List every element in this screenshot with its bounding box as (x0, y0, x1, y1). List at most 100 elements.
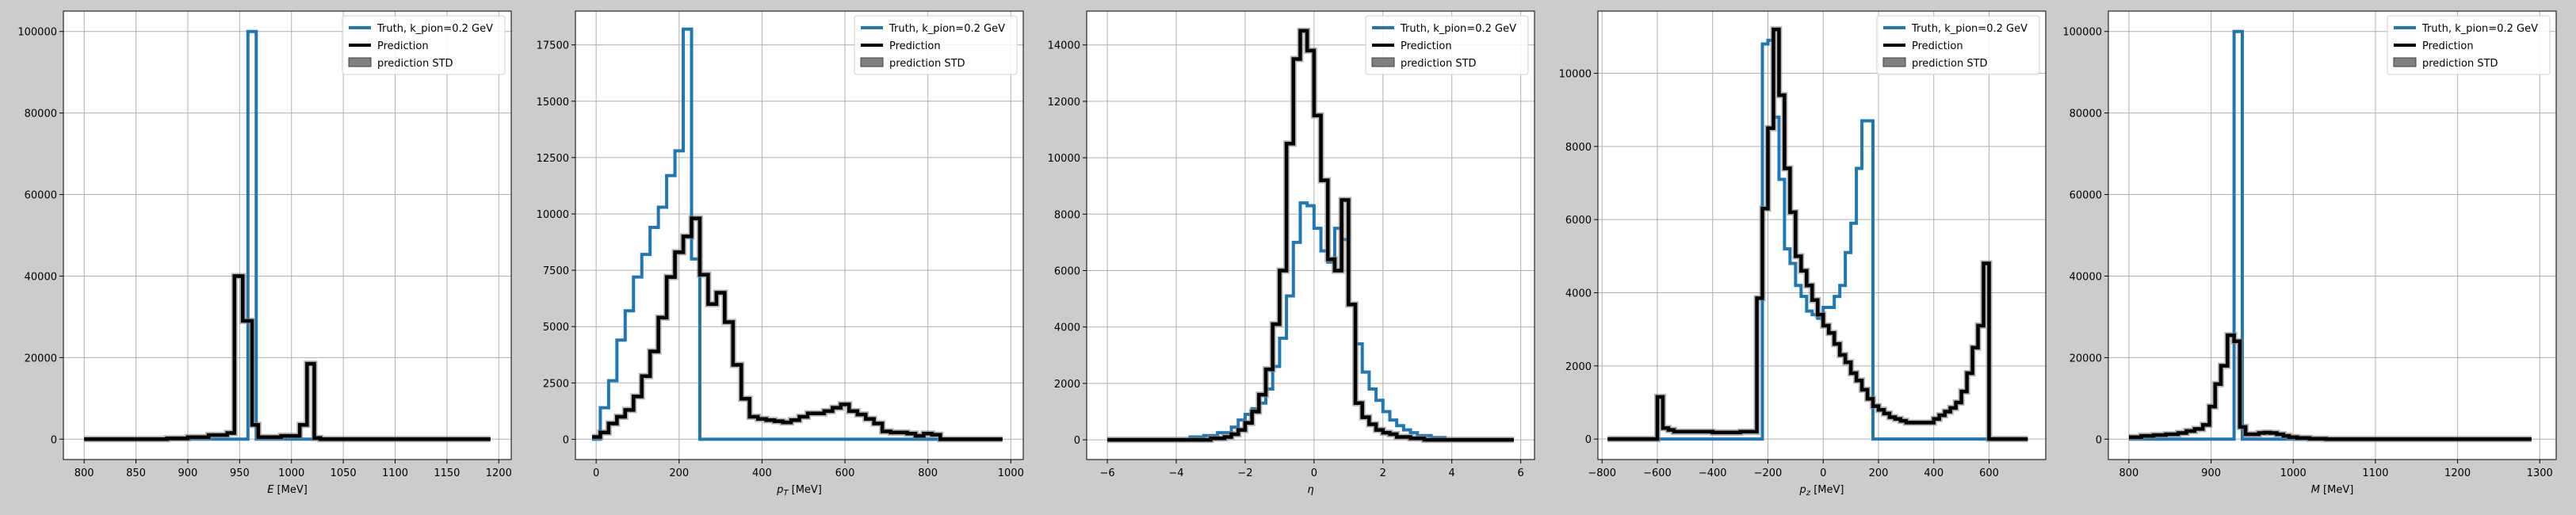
y-tick-label: 4000 (1054, 322, 1080, 334)
legend: Truth, k_pion=0.2 GeV Prediction predictio… (1876, 15, 2040, 75)
x-tick-label: 800 (75, 467, 94, 479)
y-tick-label: 5000 (543, 322, 569, 334)
y-tick-label: 12500 (537, 153, 569, 165)
y-tick-label: 40000 (2070, 271, 2102, 283)
legend-entry-label: Truth, k_pion=0.2 GeV (889, 23, 1005, 35)
legend: Truth, k_pion=0.2 GeV Prediction predictio… (854, 15, 1018, 75)
y-tick-label: 6000 (1054, 265, 1080, 277)
legend-entry-label: prediction STD (377, 58, 453, 70)
x-tick-label: −6 (1099, 467, 1114, 479)
legend: Truth, k_pion=0.2 GeV Prediction predictio… (342, 15, 506, 75)
y-tick-label: 14000 (1048, 40, 1080, 52)
y-tick-label: 8000 (1054, 209, 1080, 221)
y-tick-label: 4000 (1565, 288, 1592, 299)
chart-panel-3: −6 −4 −2 0 2 4 6 0 2000 4000 6000 8000 10000 12000 140… (1048, 10, 1535, 496)
chart-panel-2: 0 200 400 600 800 100002500500075001000012500… (537, 10, 1024, 498)
x-tick-label: 800 (918, 467, 938, 479)
legend-box (854, 15, 1018, 75)
axes-frame (1086, 10, 1535, 460)
x-tick-label: −4 (1168, 467, 1183, 479)
x-tick-label: 200 (1869, 467, 1889, 479)
x-tick-label: −600 (1643, 467, 1672, 479)
x-tick-label: 1000 (998, 467, 1024, 479)
prediction-histogram-line (591, 216, 1003, 441)
legend: Truth, k_pion=0.2 GeV Prediction predictio… (1365, 15, 1529, 75)
y-tick-label: 2000 (1565, 361, 1592, 373)
legend-entry-label: Prediction (377, 40, 429, 52)
legend-box (1365, 15, 1529, 75)
y-tick-label: 10000 (537, 209, 569, 221)
x-tick-label: 0 (1311, 467, 1317, 479)
y-tick-label: 8000 (1565, 142, 1592, 154)
prediction-histogram-line (1607, 27, 2028, 441)
x-tick-label: 0 (593, 467, 599, 479)
axes-frame (1597, 10, 2047, 460)
x-tick-label: 1050 (331, 467, 357, 479)
y-tick-label: 2000 (1054, 379, 1080, 391)
x-tick-label: 1150 (434, 467, 460, 479)
x-tick-label: 1000 (278, 467, 304, 479)
y-tick-label: 10000 (1048, 153, 1080, 165)
x-tick-label: 2 (1380, 467, 1386, 479)
x-tick-label: 900 (178, 467, 198, 479)
x-tick-label: 1100 (382, 467, 408, 479)
legend-box (2387, 15, 2551, 75)
x-tick-label: −200 (1754, 467, 1783, 479)
y-tick-label: 2500 (543, 378, 569, 390)
y-tick-label: 100000 (17, 27, 57, 39)
y-tick-label: 80000 (25, 109, 57, 120)
legend-entry-label: Truth, k_pion=0.2 GeV (2421, 23, 2538, 35)
chart-panel-5: 800 900 1000 1100 1200 1300 0 20000 40000 60000 80… (2062, 10, 2557, 496)
x-axis-label: pz [MeV] (1799, 484, 1844, 498)
prediction-histogram-line (84, 274, 491, 441)
plot-area (1598, 11, 2046, 460)
x-tick-label: 0 (1820, 467, 1826, 479)
y-tick-label: 40000 (25, 271, 57, 283)
legend-std-swatch (860, 57, 884, 67)
y-tick-label: 20000 (25, 353, 57, 364)
legend-entry-label: Prediction (2422, 40, 2474, 52)
y-tick-label: 60000 (2070, 190, 2102, 202)
legend-entry-label: Prediction (1912, 40, 1963, 52)
x-tick-label: 1000 (2280, 467, 2307, 479)
x-tick-label: 200 (669, 467, 689, 479)
plot-area (1087, 11, 1535, 460)
legend-entry-label: prediction STD (2422, 58, 2498, 70)
x-tick-label: 900 (2201, 467, 2221, 479)
y-tick-label: 0 (563, 434, 569, 446)
x-tick-label: 1200 (486, 467, 512, 479)
truth-histogram-line (1107, 201, 1514, 442)
x-axis-label: M [MeV] (2311, 484, 2354, 496)
chart-panel-4: −800 −600 −400 −200 0 200 400 60002000400060008… (1559, 10, 2047, 498)
legend-entry-label: Prediction (1401, 40, 1452, 52)
legend-box (1876, 15, 2040, 75)
y-tick-label: 7500 (543, 265, 569, 277)
y-tick-label: 15000 (537, 97, 569, 109)
legend-std-swatch (1882, 57, 1906, 67)
legend-box (342, 15, 506, 75)
y-tick-label: 0 (51, 434, 57, 446)
x-tick-label: 6 (1517, 467, 1523, 479)
x-tick-label: 400 (752, 467, 772, 479)
legend-std-swatch (2393, 57, 2417, 67)
x-tick-label: 1200 (2444, 467, 2471, 479)
x-tick-label: 1100 (2362, 467, 2388, 479)
legend-entry-label: prediction STD (1912, 58, 1988, 70)
x-tick-label: 4 (1449, 467, 1455, 479)
y-tick-label: 20000 (2070, 353, 2102, 364)
x-tick-label: −800 (1588, 467, 1616, 479)
x-tick-label: 950 (230, 467, 250, 479)
x-tick-label: 800 (2119, 467, 2139, 479)
legend-entry-label: Truth, k_pion=0.2 GeV (1911, 23, 2028, 35)
x-axis-label: η (1307, 484, 1313, 496)
legend-entry-label: Prediction (889, 40, 941, 52)
y-tick-label: 10000 (1559, 68, 1592, 80)
y-tick-label: 6000 (1565, 215, 1592, 227)
legend: Truth, k_pion=0.2 GeV Prediction predictio… (2387, 15, 2551, 75)
legend-std-swatch (1371, 57, 1395, 67)
x-tick-label: 1300 (2527, 467, 2553, 479)
x-tick-label: 600 (1979, 467, 1999, 479)
y-tick-label: 100000 (2062, 27, 2102, 39)
legend-entry-label: Truth, k_pion=0.2 GeV (376, 23, 493, 35)
